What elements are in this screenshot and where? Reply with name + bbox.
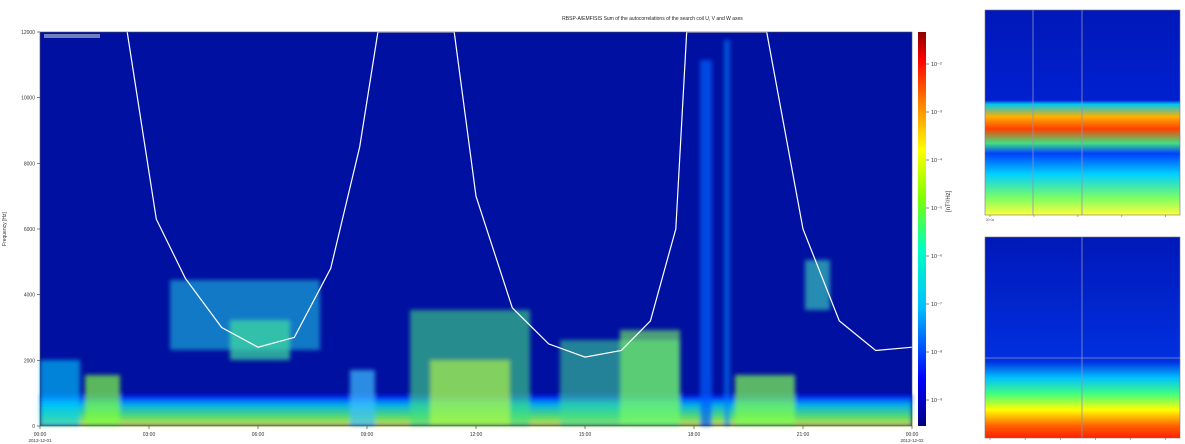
chart-title: RBSP-A/EMFISIS Sum of the autocorrelatio… [562,16,743,22]
x-date-label-end: 2013-12-02 [900,438,924,443]
x-tick-label: 21:00 [797,432,810,438]
x-tick-label: 09:00 [361,432,374,438]
y-tick-label: 2000 [24,358,35,364]
x-tick-label: 12:00 [470,432,483,438]
x-date-label-start: 2013-12-01 [28,438,52,443]
y-tick-label: 10000 [21,96,35,102]
right-panel-top [984,9,1181,216]
colorbar-tick-label: 10⁻⁹ [931,397,942,404]
cyclotron-frequency-line [126,31,913,358]
panel-tick-label: 00:0x [986,218,995,222]
right-panel-bottom-plot [985,237,1180,438]
right-panel-top-plot [985,10,1180,215]
x-tick-label: 00:00 [34,432,47,438]
colorbar-ticks: 10⁻² 10⁻³ 10⁻⁴ 10⁻⁵ 10⁻⁶ 10⁻⁷ 10⁻⁸ 10⁻⁹ [926,62,943,404]
colorbar-tick-label: 10⁻² [931,62,942,68]
colorbar-tick-label: 10⁻⁴ [931,157,943,164]
y-tick-label: 8000 [24,161,35,167]
y-tick-label: 6000 [24,227,35,233]
legend-box [44,34,100,38]
x-tick-label: 00:00 [906,432,919,438]
y-tick-label: 4000 [24,293,35,299]
y-tick-label: 12000 [21,30,35,36]
right-panel-bottom [984,236,1181,439]
x-tick-label: 06:00 [252,432,265,438]
colorbar-tick-label: 10⁻⁷ [931,301,942,308]
x-tick-label: 03:00 [143,432,156,438]
colorbar [918,32,926,426]
colorbar-tick-label: 10⁻³ [931,110,942,116]
y-tick-label: 0 [32,424,35,430]
y-axis-ticks: 0 2000 4000 6000 8000 10000 12000 [21,30,40,430]
right-panel-bottom-x-ticks [989,438,1166,440]
colorbar-tick-label: 10⁻⁵ [931,205,942,212]
colorbar-tick-label: 10⁻⁶ [931,253,942,260]
x-tick-label: 18:00 [688,432,701,438]
colorbar-tick-label: 10⁻⁸ [931,349,942,356]
x-axis-ticks: 00:00 03:00 06:00 09:00 12:00 15:00 18:00 21:00… [28,426,924,443]
right-panel-top-x-ticks: 00:0x [986,215,1166,222]
x-tick-label: 15:00 [579,432,592,438]
